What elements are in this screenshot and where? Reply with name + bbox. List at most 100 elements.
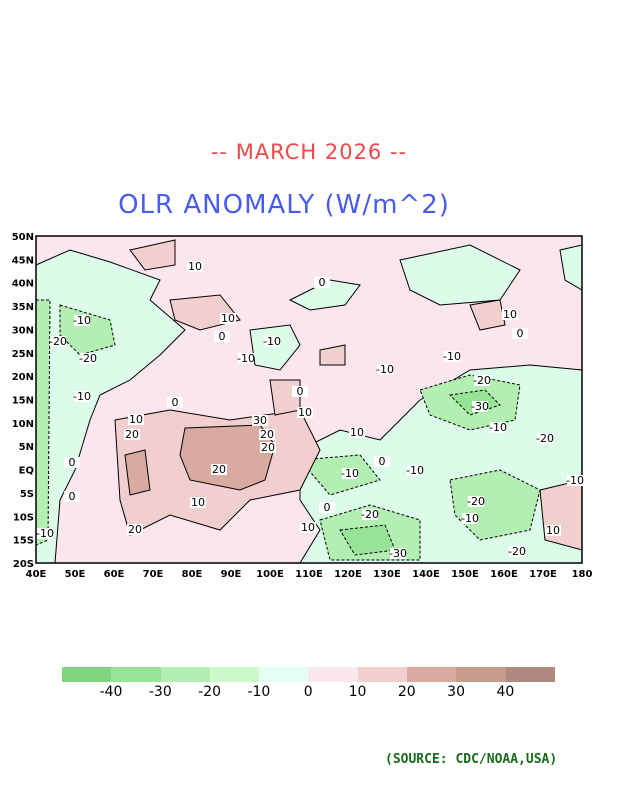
lon-tick-label: 170E	[529, 569, 557, 580]
contour-label: 20	[125, 428, 139, 441]
contour-label: 0	[69, 490, 76, 503]
contour-label: 10	[350, 426, 364, 439]
contour-label: -10	[566, 474, 584, 487]
lon-tick-label: 160E	[490, 569, 518, 580]
latitude-ticks: 50N 45N 40N 35N 30N 25N 20N 15N 10N 5N EQ 5S 10S 15S 2…	[12, 232, 34, 570]
lat-tick-label: 10S	[13, 512, 34, 523]
lon-tick-label: 110E	[295, 569, 323, 580]
map-frame	[35, 235, 583, 564]
lat-tick-label: EQ	[19, 466, 34, 477]
contour-label: 10	[301, 521, 315, 534]
colorbar-label: -40	[99, 684, 123, 700]
contour-label: 30	[253, 414, 267, 427]
contour-label: -10	[406, 464, 424, 477]
colorbar-swatch	[407, 667, 457, 682]
lat-tick-label: 25N	[12, 349, 34, 360]
contour-label: -10	[263, 335, 281, 348]
contour-label: -20	[79, 352, 97, 365]
strong-positive-regions	[124, 424, 276, 496]
colorbar-swatch	[62, 667, 112, 682]
month-title: -- MARCH 2026 --	[210, 140, 408, 164]
lon-tick-label: 130E	[373, 569, 401, 580]
lat-tick-label: 30N	[12, 325, 34, 336]
lat-tick-label: 5S	[20, 489, 34, 500]
lon-tick-label: 80E	[182, 569, 203, 580]
contour-label: -20	[361, 508, 379, 521]
lon-tick-label: 140E	[412, 569, 440, 580]
colorbar-label: 0	[303, 684, 313, 700]
contour-label: 0	[69, 456, 76, 469]
contour-label: -10	[461, 512, 479, 525]
chart-title: OLR ANOMALY (W/m^2)	[118, 190, 450, 220]
colorbar-swatch	[308, 667, 358, 682]
colorbar-swatch	[209, 667, 260, 682]
contour-label: -20	[49, 335, 67, 348]
contour-label: 20	[261, 441, 275, 454]
contour-label: 10	[503, 308, 517, 321]
contour-label: 10	[546, 524, 560, 537]
strong-negative-regions	[35, 299, 541, 561]
lon-tick-label: 40E	[26, 569, 47, 580]
contour-label: -20	[473, 374, 491, 387]
contour-label: 10	[191, 496, 205, 509]
colorbar-label: 40	[496, 684, 515, 700]
contour-label: 0	[297, 385, 304, 398]
olr-map: 50N 45N 40N 35N 30N 25N 20N 15N 10N 5N EQ 5S 10S 15S 2…	[12, 232, 593, 580]
contour-label: -10	[443, 350, 461, 363]
contour-label: 10	[129, 413, 143, 426]
contour-label: -10	[73, 390, 91, 403]
lon-tick-label: 100E	[256, 569, 284, 580]
lat-tick-label: 35N	[12, 302, 34, 313]
contour-label: 10	[221, 312, 235, 325]
contour-label: -10	[341, 467, 359, 480]
contour-label: -20	[467, 495, 485, 508]
colorbar-label: 10	[348, 684, 367, 700]
lat-tick-label: 10N	[12, 419, 34, 430]
contour-label: -10	[237, 352, 255, 365]
colorbar-swatch	[160, 667, 210, 682]
colorbar	[62, 667, 555, 682]
contour-label: 0	[319, 276, 326, 289]
lat-tick-label: 45N	[12, 255, 34, 266]
contour-label: -30	[471, 400, 489, 413]
lat-tick-label: 50N	[12, 232, 34, 243]
contour-label: 0	[379, 455, 386, 468]
lat-tick-label: 40N	[12, 279, 34, 290]
colorbar-swatch	[111, 667, 161, 682]
lon-tick-label: 90E	[221, 569, 242, 580]
contour-label: 20	[260, 428, 274, 441]
lat-tick-label: 15S	[13, 536, 34, 547]
source-note: (SOURCE: CDC/NOAA,USA)	[385, 752, 558, 767]
contour-label: 10	[188, 260, 202, 273]
contour-label: 20	[212, 463, 226, 476]
contour-label: -20	[536, 432, 554, 445]
colorbar-label: 30	[447, 684, 466, 700]
contour-labels: 100-10-20-10100-10010-100101030202020201…	[36, 260, 584, 560]
lat-tick-label: 5N	[19, 442, 34, 453]
colorbar-swatch	[357, 667, 408, 682]
colorbar-label: -20	[198, 684, 222, 700]
contour-label: -20	[508, 545, 526, 558]
lat-tick-label: 20S	[13, 559, 34, 570]
contour-label: -10	[489, 421, 507, 434]
contour-label: 0	[172, 396, 179, 409]
colorbar-label: 20	[397, 684, 416, 700]
contour-label: -30	[389, 547, 407, 560]
contour-label: -10	[376, 363, 394, 376]
contour-label: -10	[36, 527, 54, 540]
contour-label: 0	[517, 327, 524, 340]
contour-label: 20	[128, 523, 142, 536]
lon-tick-label: 150E	[451, 569, 479, 580]
lat-tick-label: 20N	[12, 372, 34, 383]
lon-tick-label: 180	[572, 569, 593, 580]
colorbar-swatch	[259, 667, 309, 682]
lon-tick-label: 60E	[104, 569, 125, 580]
lon-tick-label: 120E	[334, 569, 362, 580]
contour-label: 0	[324, 501, 331, 514]
lon-tick-label: 70E	[143, 569, 164, 580]
contour-label: -10	[73, 314, 91, 327]
colorbar-swatch	[456, 667, 506, 682]
contour-label: 10	[298, 406, 312, 419]
lat-tick-label: 15N	[12, 396, 34, 407]
